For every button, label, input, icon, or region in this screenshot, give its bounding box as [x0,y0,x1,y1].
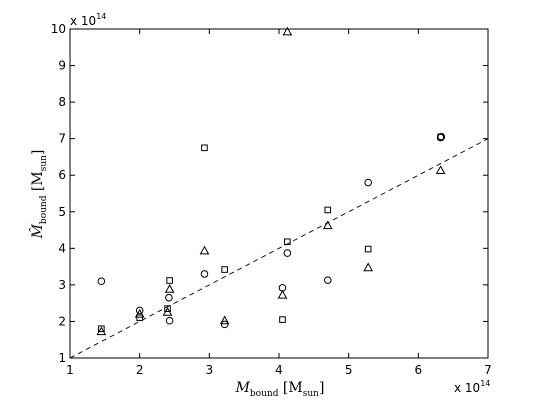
y-label-main: M̂ [28,223,46,239]
square-point [324,206,332,214]
circle-point [165,316,174,325]
axis-ticks-layer: 1 2 3 4 5 6 7 1 2 3 4 5 6 7 8 9 10 [51,22,492,377]
y-multiplier-exponent: 14 [96,12,106,21]
dashed-reference-line-layer [69,138,489,359]
circle-point [200,270,209,278]
square-point [136,314,143,322]
y-label-unit-sub: sun [39,155,49,171]
circle-point [135,306,144,315]
triangle-point [162,307,173,316]
data-points-layer [96,26,446,336]
x-multiplier-exponent: 14 [480,379,490,388]
circle-point [165,293,173,302]
y-label-bracket-open: [M [30,171,46,195]
y-axis-multiplier: x 1014 [70,12,106,28]
triangle-point [322,220,333,230]
y-axis-label: M̂bound [Msun] [28,150,49,240]
x-tick-label: 6 [415,363,423,377]
triangle-point [199,245,210,255]
triangle-point [164,284,175,293]
x-axis-multiplier: x 1014 [454,379,490,395]
circle-point [283,249,292,257]
x-label-unit-sub: sun [303,389,319,399]
x-tick-label: 2 [136,363,144,377]
y-label-bracket-close: ] [30,150,46,155]
square-point [279,316,286,323]
x-label-bracket-close: ] [319,380,324,396]
x-tick-label: 5 [345,363,353,377]
plot-frame [69,28,489,359]
triangle-point [277,289,288,299]
y-tick-label: 8 [58,95,66,109]
x-tick-label: 7 [484,363,492,377]
x-label-main: M [235,380,251,396]
circle-point [220,320,229,329]
x-tick-label: 3 [206,363,214,377]
triangle-point [219,315,230,325]
y-label-sub: bound [39,195,49,224]
y-tick-label: 1 [58,351,66,365]
square-point [221,266,228,273]
x-label-sub: bound [250,389,279,399]
triangle-point [96,326,107,336]
y-tick-label: 9 [58,59,66,73]
square-point [201,144,208,152]
triangle-point [282,26,293,36]
y-tick-label: 6 [58,168,66,182]
triangle-point [363,262,374,272]
square-point [98,325,105,333]
y-tick-label: 2 [58,314,66,328]
x-tick-label: 1 [66,363,74,377]
square-point [437,133,444,141]
triangle-point [435,165,446,174]
y-tick-label: 3 [58,278,66,292]
y-tick-label: 4 [58,241,66,255]
y-tick-label: 10 [51,22,66,36]
circle-point [323,276,332,284]
reference-line [69,138,489,359]
y-tick-label: 5 [58,205,66,219]
circle-point [364,178,372,187]
x-label-bracket-open: [M [278,380,302,396]
x-axis-label: Mbound [Msun] [235,380,325,399]
circle-point [97,277,106,286]
square-point [364,245,372,253]
square-point [164,305,171,312]
x-multiplier-base: x 10 [454,381,480,395]
x-tick-label: 4 [275,363,283,377]
triangle-point [134,308,145,318]
y-multiplier-base: x 10 [70,14,96,28]
square-point [166,277,173,284]
y-tick-label: 7 [58,132,66,146]
square-point [284,238,291,246]
